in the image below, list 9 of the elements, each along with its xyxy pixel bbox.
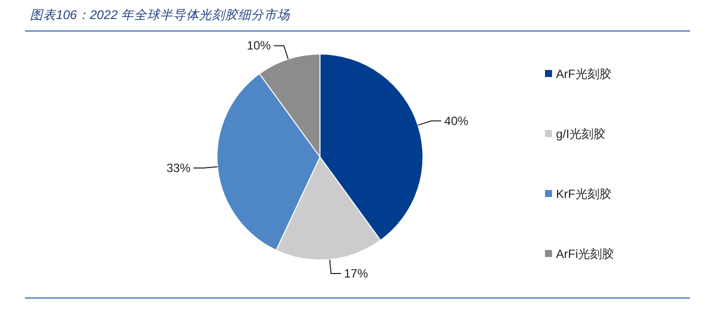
data-label: 17% xyxy=(344,266,368,280)
legend-label: ArF光刻胶 xyxy=(556,67,612,81)
legend-label: g/I光刻胶 xyxy=(556,127,606,141)
legend-label: ArFi光刻胶 xyxy=(556,247,614,261)
chart-title: 图表106：2022 年全球半导体光刻胶细分市场 xyxy=(30,8,292,22)
data-label: 40% xyxy=(444,114,469,128)
data-label: 10% xyxy=(246,38,272,53)
data-label: 33% xyxy=(166,161,191,176)
legend-label: KrF光刻胶 xyxy=(556,187,612,201)
